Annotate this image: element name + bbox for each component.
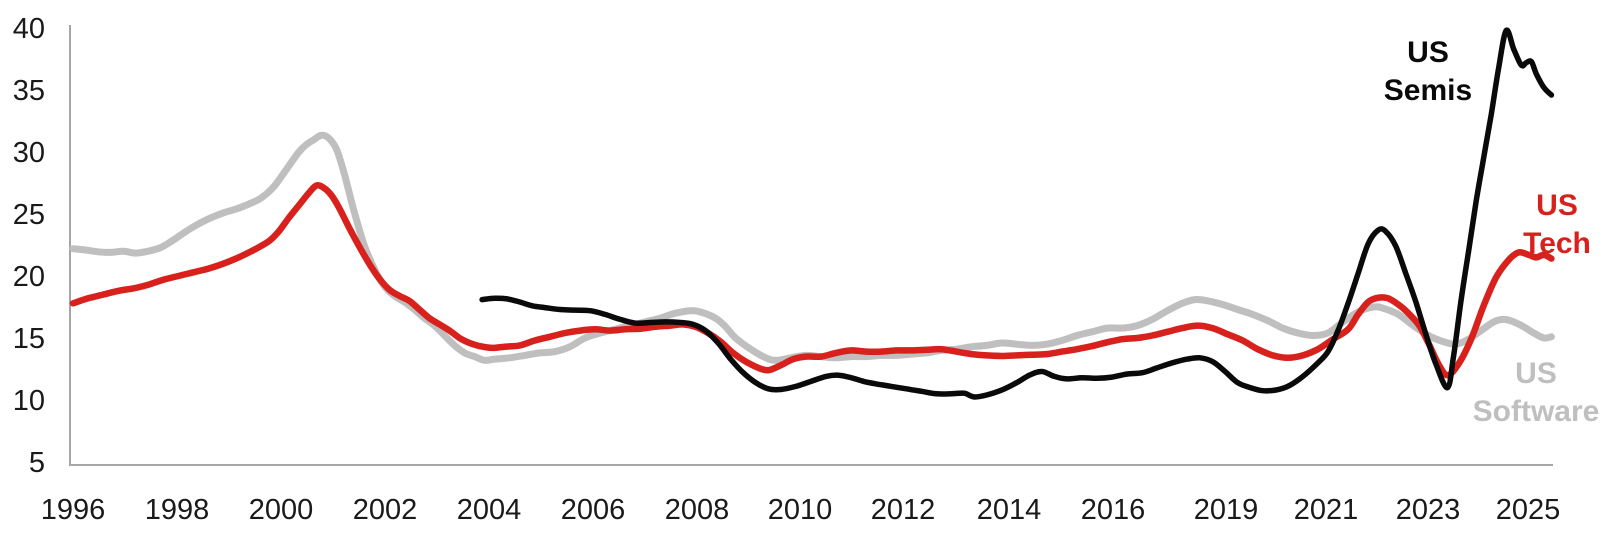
y-tick-label: 15 xyxy=(13,323,45,355)
us-software-label-line: Software xyxy=(1473,395,1600,428)
y-tick-label: 35 xyxy=(13,75,45,107)
y-tick-label: 40 xyxy=(13,13,45,45)
us-semis-label-line: US xyxy=(1407,36,1449,69)
x-tick-labels: 1996 1998 2000 2002 2004 2006 2008 2010 2012 2014… xyxy=(41,494,1561,526)
y-tick-label: 20 xyxy=(13,261,45,293)
us-semis-label: US Semis xyxy=(1384,36,1472,107)
y-tick-label: 25 xyxy=(13,199,45,231)
us-tech-label-line: Tech xyxy=(1523,227,1591,260)
us-semis-label-line: Semis xyxy=(1384,74,1472,107)
us-semis-line xyxy=(479,27,1555,400)
x-tick-label: 2021 xyxy=(1294,494,1359,526)
us-tech-label-line: US xyxy=(1536,189,1578,222)
us-software-line xyxy=(69,131,1555,364)
axes-group xyxy=(69,25,1553,466)
us-software-label: US Software xyxy=(1473,357,1600,428)
x-tick-label: 2016 xyxy=(1081,494,1146,526)
x-tick-label: 2000 xyxy=(249,494,314,526)
x-tick-label: 2019 xyxy=(1194,494,1259,526)
y-tick-label: 5 xyxy=(29,447,45,479)
x-tick-label: 2010 xyxy=(768,494,833,526)
x-tick-label: 2023 xyxy=(1396,494,1461,526)
series-labels: US Software US Tech US Semis xyxy=(1384,36,1600,428)
x-tick-label: 1996 xyxy=(41,494,106,526)
x-tick-label: 2012 xyxy=(871,494,936,526)
x-tick-label: 2025 xyxy=(1496,494,1561,526)
y-tick-label: 30 xyxy=(13,137,45,169)
us-tech-line xyxy=(69,182,1555,379)
series-lines xyxy=(69,27,1555,400)
x-tick-label: 1998 xyxy=(145,494,210,526)
x-tick-label: 2004 xyxy=(457,494,522,526)
y-tick-labels: 5 10 15 20 25 30 35 40 xyxy=(13,13,45,479)
axis-lines xyxy=(69,25,1553,466)
y-tick-label: 10 xyxy=(13,385,45,417)
us-software-label-line: US xyxy=(1515,357,1557,390)
x-tick-label: 2014 xyxy=(977,494,1042,526)
x-tick-label: 2002 xyxy=(353,494,418,526)
x-tick-label: 2008 xyxy=(665,494,730,526)
x-tick-label: 2006 xyxy=(561,494,626,526)
us-tech-label: US Tech xyxy=(1523,189,1591,260)
